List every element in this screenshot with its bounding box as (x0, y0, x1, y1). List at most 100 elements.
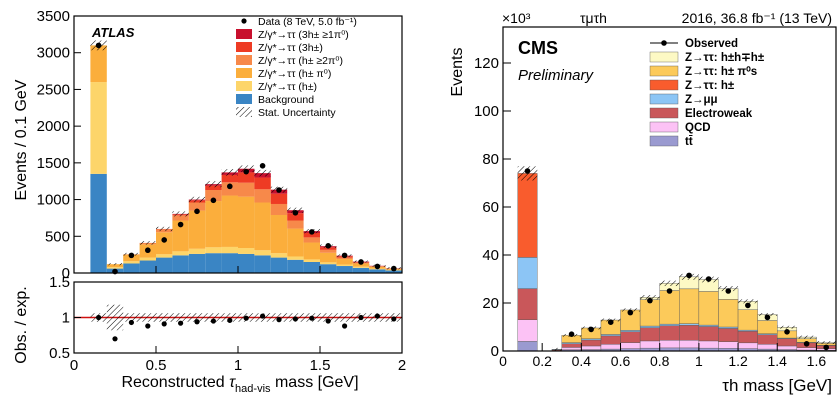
atlas-ratio-uncertainty (188, 313, 206, 322)
cms-bar-segment (517, 288, 538, 321)
atlas-ratio-uncertainty (320, 313, 337, 322)
atlas-legend-label: Z/γ*→ττ (h± π⁰) (258, 68, 331, 80)
atlas-ratio-point (161, 321, 167, 327)
atlas-bar-segment (336, 264, 353, 267)
atlas-data-point (358, 259, 364, 265)
atlas-bar-segment (205, 185, 222, 191)
atlas-ratio-point (358, 314, 364, 321)
cms-x-tick-label: 1.2 (728, 353, 748, 369)
cms-y-tick-label: 120 (474, 55, 499, 72)
atlas-ratio-point (243, 315, 249, 321)
cms-bar-segment (698, 326, 719, 342)
atlas-data-point (227, 183, 233, 190)
atlas-bar-segment (287, 228, 304, 257)
cms-x-tick-label: 0 (499, 353, 507, 369)
cms-data-point (627, 309, 634, 316)
atlas-legend: Data (8 TeV, 5.0 fb⁻¹)Z/γ*→ττ (3h± ≥1π⁰)… (236, 16, 357, 119)
atlas-bar-segment (303, 232, 320, 238)
cms-bar-segment (639, 299, 660, 327)
atlas-legend-swatch (236, 68, 252, 78)
cms-bar-segment (698, 340, 719, 349)
atlas-bar-segment (205, 247, 222, 254)
atlas-legend-swatch (236, 29, 252, 39)
atlas-uncertainty-band (188, 196, 206, 203)
atlas-bar-segment (156, 257, 173, 273)
atlas-legend-label: Z/γ*→ττ (h± ≥2π⁰) (258, 55, 343, 67)
cms-bar-segment (679, 325, 700, 341)
atlas-bar-segment (188, 210, 206, 249)
cms-legend-label: Z→ττ: h±h∓h± (685, 52, 765, 64)
atlas-data-point (391, 265, 397, 272)
atlas-bar-segment (254, 177, 271, 190)
cms-legend-label: Observed (685, 38, 738, 50)
atlas-bar-segment (303, 242, 320, 260)
cms-bar-segment (757, 320, 778, 334)
atlas-ratio-uncertainty (123, 313, 140, 322)
atlas-data-point (276, 187, 282, 193)
cms-data-point (725, 288, 732, 294)
cms-bar-segment (718, 299, 739, 328)
atlas-uncertainty-band (238, 165, 255, 173)
atlas-bar-segment (221, 195, 238, 247)
atlas-x-axis-title: Reconstructed τhad-vis mass [GeV] (121, 374, 358, 395)
atlas-data-point (145, 247, 151, 254)
cms-x-tick-label: 1 (695, 353, 703, 369)
cms-bar-segment (620, 330, 641, 332)
atlas-ratio-uncertainty (106, 304, 124, 331)
cms-legend-swatch (649, 51, 679, 63)
cms-bar-segment (639, 327, 660, 342)
cms-bar-segment (639, 340, 660, 349)
cms-legend-label: tt̄ (685, 136, 693, 148)
cms-data-point (588, 326, 594, 333)
atlas-ratio-point (260, 313, 266, 319)
atlas-bar-segment (238, 182, 255, 197)
atlas-bar-segment (123, 263, 140, 273)
atlas-bar-segment (336, 266, 353, 273)
cms-bar-segment (777, 338, 798, 347)
cms-x-tick-label: 0.4 (572, 353, 592, 369)
atlas-uncertainty-band (205, 181, 222, 188)
atlas-y-tick-label: 1000 (37, 192, 70, 209)
atlas-legend-label: Stat. Uncertainty (258, 107, 336, 119)
atlas-ratio-point (112, 336, 118, 342)
atlas-bar-segment (106, 267, 124, 269)
atlas-x-tick-label: 2 (398, 357, 406, 374)
atlas-ratio-uncertainty (172, 313, 189, 322)
cms-legend-label: QCD (685, 122, 711, 134)
cms-bar-segment (718, 341, 739, 349)
atlas-legend-label: Data (8 TeV, 5.0 fb⁻¹) (258, 16, 357, 28)
atlas-ratio-uncertainty (139, 313, 156, 322)
atlas-legend-label: Background (258, 94, 314, 106)
atlas-bar-segment (238, 248, 255, 254)
cms-data-point (607, 319, 614, 326)
atlas-y-tick-label: 2500 (37, 81, 70, 98)
cms-bar-segment (517, 173, 538, 258)
cms-bar-segment (796, 347, 817, 351)
atlas-ratio-tick-label: 1 (62, 310, 70, 327)
cms-legend-swatch (649, 135, 679, 147)
cms-data-point (647, 297, 653, 304)
cms-bar-segment (737, 331, 758, 344)
atlas-bar-segment (139, 260, 156, 273)
atlas-bar-segment (270, 203, 288, 215)
atlas-bar-segment (205, 201, 222, 248)
atlas-bar-segment (270, 257, 288, 273)
cms-bar-segment (757, 334, 778, 345)
atlas-bar-segment (287, 220, 304, 229)
atlas-bar-segment (238, 196, 255, 249)
cms-legend-swatch (649, 79, 679, 91)
cms-bar-segment (737, 309, 758, 331)
cms-data-point (823, 344, 830, 351)
cms-bar-segment (517, 257, 538, 289)
atlas-ratio-point (374, 313, 380, 319)
atlas-bar-segment (336, 257, 353, 260)
atlas-y-tick-label: 500 (45, 228, 70, 245)
atlas-ratio-point (145, 323, 151, 329)
cms-x-tick-label: 0.8 (650, 353, 670, 369)
atlas-ratio-point (391, 316, 397, 322)
atlas-ratio-point (178, 320, 184, 326)
cms-x-tick-label: 1.6 (807, 353, 827, 369)
atlas-data-point (259, 162, 266, 169)
atlas-bar-segment (320, 249, 337, 253)
